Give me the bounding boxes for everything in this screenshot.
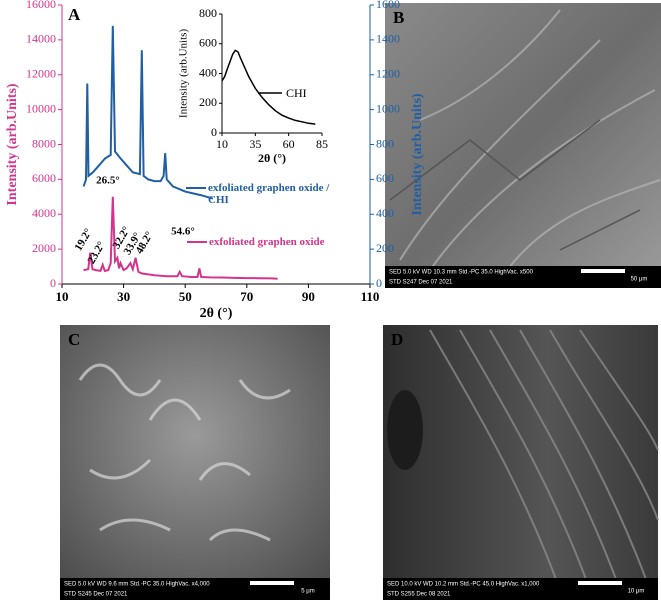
x-tick-label: 110 [361, 289, 380, 304]
x-tick-label: 10 [56, 289, 69, 304]
peak-label: 54.6° [171, 226, 195, 238]
scale-bar [578, 581, 622, 585]
y2-tick-label: 1600 [376, 0, 400, 11]
x-tick-label: 70 [240, 289, 253, 304]
info-text: SED 5.0 kV WD 10.3 mm Std.-PC 35.0 HighV… [389, 270, 534, 276]
x-axis-label: 2θ (°) [200, 306, 233, 321]
y2-tick-label: 600 [376, 171, 394, 185]
y2-tick-label: 200 [376, 241, 394, 255]
y-tick-label: 200 [199, 95, 217, 109]
scale-label: 10 μm [628, 589, 645, 595]
scale-bar [581, 269, 625, 273]
info-text: STD S245 Dec 07 2021 [64, 592, 128, 598]
scale-label: 50 μm [631, 277, 648, 283]
y-tick-label: 10000 [26, 101, 56, 115]
info-text: SED 5.0 kV WD 9.6 mm Std.-PC 35.0 HighVa… [64, 582, 210, 588]
y-tick-label: 8000 [32, 136, 56, 150]
x-tick-label: 85 [316, 137, 328, 151]
x-tick-label: 50 [179, 289, 192, 304]
x-tick-label: 35 [249, 137, 261, 151]
y2-tick-label: 1400 [376, 32, 400, 46]
y2-tick-label: 800 [376, 136, 394, 150]
panel-label: A [68, 5, 81, 24]
sem-image [60, 325, 330, 600]
y-tick-label: 800 [199, 6, 217, 20]
data-line [83, 196, 278, 280]
data-line [221, 49, 316, 125]
x-tick-label: 30 [117, 289, 130, 304]
x-tick-label: 10 [216, 137, 228, 151]
info-text: STD S247 Dec 07 2021 [389, 280, 453, 286]
x-axis-label: 2θ (°) [258, 151, 286, 165]
legend-label: exfoliated graphen oxide [209, 236, 325, 248]
sem-image [385, 3, 661, 288]
data-line [82, 25, 214, 200]
y2-tick-label: 0 [376, 276, 382, 290]
y-tick-label: 6000 [32, 171, 56, 185]
info-text: SED 10.0 kV WD 10.2 mm Std.-PC 45.0 High… [387, 582, 540, 588]
y2-tick-label: 400 [376, 206, 394, 220]
y-tick-label: 12000 [26, 67, 56, 81]
legend-label: exfoliated graphen oxide / CHI [208, 182, 330, 206]
y-tick-label: 16000 [26, 0, 56, 11]
peak-label: 26.5° [96, 175, 120, 187]
peak-label: 23.2° [85, 240, 107, 266]
x-tick-label: 60 [283, 137, 295, 151]
y-axis-label: Intensity (arb.Units) [178, 29, 190, 119]
y-axis-label: Intensity (arb.Units) [5, 83, 20, 205]
panel-label: C [68, 330, 80, 349]
y-tick-label: 600 [199, 36, 217, 50]
y-tick-label: 14000 [26, 32, 56, 46]
y2-tick-label: 1200 [376, 67, 400, 81]
info-text: STD S255 Dec 08 2021 [387, 592, 451, 598]
y-tick-label: 4000 [32, 206, 56, 220]
panel-label: B [393, 8, 404, 27]
y-tick-label: 400 [199, 65, 217, 79]
legend-label: CHI [286, 86, 307, 100]
y-tick-label: 0 [211, 125, 217, 139]
panel-label: D [391, 330, 403, 349]
scale-label: 5 μm [301, 589, 314, 595]
y-tick-label: 2000 [32, 241, 56, 255]
y-tick-label: 0 [50, 276, 56, 290]
y2-tick-label: 1000 [376, 101, 400, 115]
sem-image [383, 325, 659, 600]
x-tick-label: 90 [302, 289, 315, 304]
scale-bar [250, 581, 294, 585]
y2-axis-label: Intensity (arb.Units) [410, 93, 425, 215]
inset-background [177, 3, 339, 164]
